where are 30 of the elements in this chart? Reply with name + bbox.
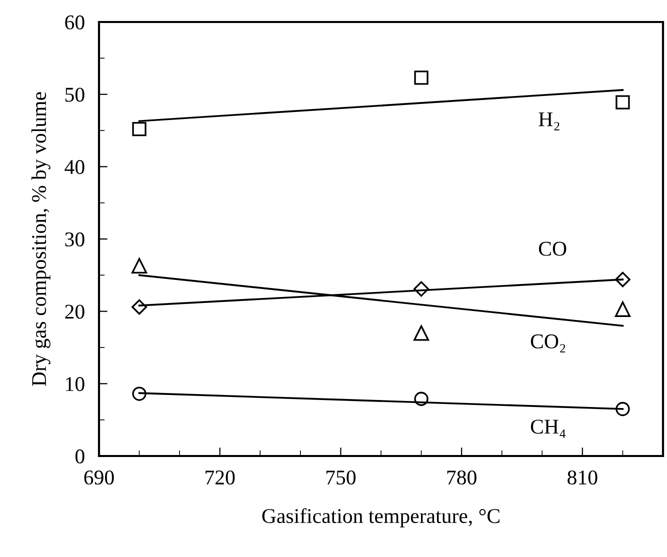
x-tick-label: 810: [568, 470, 598, 485]
point: [414, 281, 429, 297]
text: CH₄: [530, 420, 566, 438]
point: [616, 402, 630, 416]
point: [132, 122, 146, 136]
y-tick-label: 50: [65, 88, 84, 102]
y-tick-label: 60: [65, 15, 84, 30]
point: [132, 299, 147, 315]
y-tick-label: 20: [65, 304, 84, 319]
text: CO₂: [530, 334, 566, 352]
point: [132, 386, 146, 401]
point: [616, 95, 630, 110]
y-tick-label: 10: [66, 377, 84, 392]
text: H₂: [538, 112, 560, 130]
point: [414, 325, 430, 341]
y-tick-label: 0: [75, 449, 84, 464]
x-tick-label: 750: [326, 470, 356, 485]
y-tick-label: 40: [64, 160, 84, 174]
y-tick-label: 30: [65, 232, 84, 246]
y-axis-title: Dry gas composition, % by volume: [31, 92, 50, 386]
x-tick-label: 780: [447, 470, 476, 485]
x-axis-title: Gasification temperature, °C: [262, 508, 500, 528]
x-tick-label: 690: [84, 470, 114, 485]
x-tick-label: 720: [206, 470, 235, 485]
text: CO: [538, 242, 566, 256]
point: [132, 258, 148, 274]
point: [614, 301, 630, 317]
point: [414, 70, 428, 85]
point: [615, 272, 630, 288]
point: [414, 392, 428, 406]
